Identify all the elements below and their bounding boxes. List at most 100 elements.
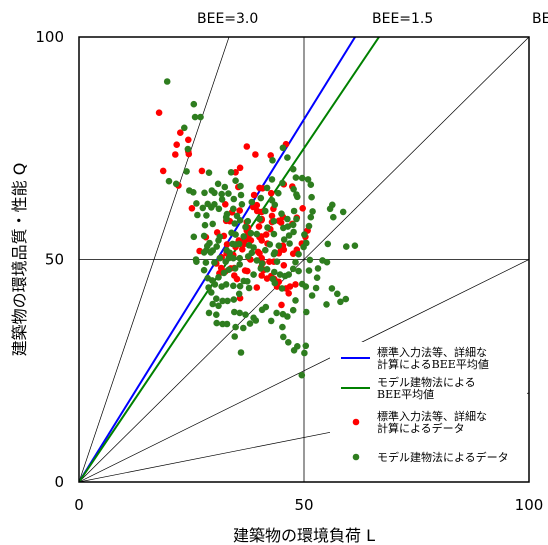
data-point xyxy=(285,339,292,346)
data-point xyxy=(240,233,247,240)
data-point xyxy=(230,205,237,213)
data-point xyxy=(177,129,184,136)
data-point xyxy=(267,189,275,197)
data-point xyxy=(236,282,244,290)
data-point xyxy=(205,309,213,317)
data-point xyxy=(209,220,216,228)
data-point xyxy=(292,281,299,288)
data-point xyxy=(216,233,224,241)
data-point xyxy=(186,187,193,194)
data-point xyxy=(268,197,276,204)
data-point xyxy=(239,246,246,253)
data-point xyxy=(273,258,281,266)
data-point xyxy=(253,284,261,291)
data-point xyxy=(190,100,198,108)
data-point xyxy=(233,212,241,220)
data-point xyxy=(271,279,279,287)
data-point xyxy=(250,191,258,199)
data-point xyxy=(237,182,244,190)
data-point xyxy=(188,205,196,212)
data-point xyxy=(285,271,293,278)
data-point xyxy=(244,217,252,225)
data-point xyxy=(215,274,222,281)
data-point xyxy=(290,185,297,193)
x-tick-label: 0 xyxy=(74,496,84,514)
data-point xyxy=(242,311,249,319)
data-point xyxy=(200,266,208,274)
data-point xyxy=(304,176,312,183)
data-point xyxy=(172,151,179,158)
data-point xyxy=(213,295,220,303)
data-point xyxy=(258,260,266,267)
data-point xyxy=(286,283,294,290)
data-point xyxy=(289,306,297,314)
bee-labels: BEE=3.0 BEE=1.5 BE xyxy=(197,11,548,27)
data-point xyxy=(198,167,206,175)
data-point xyxy=(319,257,326,264)
data-point xyxy=(270,250,278,258)
data-point xyxy=(295,267,302,275)
data-point xyxy=(213,311,220,319)
data-point xyxy=(216,254,224,262)
legend-dot-swatch xyxy=(352,418,360,426)
legend-label: モデル建物法による xyxy=(377,375,476,389)
data-point xyxy=(204,242,211,250)
data-point xyxy=(303,239,310,247)
data-point xyxy=(258,272,266,279)
data-point xyxy=(250,244,257,251)
data-point xyxy=(243,143,251,150)
data-point xyxy=(207,249,215,256)
legend: 標準入力法等、詳細な計算によるBEE平均値モデル建物法によるBEE平均値標準入力… xyxy=(330,342,527,478)
data-point xyxy=(330,213,337,221)
legend-dot-swatch xyxy=(352,453,360,461)
data-point xyxy=(278,210,285,217)
data-point xyxy=(236,207,243,214)
data-point xyxy=(185,136,192,144)
legend-label: 計算によるBEE平均値 xyxy=(377,357,489,371)
data-point xyxy=(244,278,251,285)
data-point xyxy=(211,281,219,288)
data-point xyxy=(286,240,293,247)
data-point xyxy=(268,212,276,220)
data-point xyxy=(292,297,299,304)
bee-annotation: BEE=1.5 xyxy=(372,11,433,27)
legend-label: BEE平均値 xyxy=(377,388,434,401)
legend-label: 標準入力法等、詳細な xyxy=(377,345,487,359)
data-point xyxy=(241,267,249,274)
data-point xyxy=(278,285,286,292)
data-point xyxy=(275,189,282,197)
data-point xyxy=(252,317,260,324)
data-point xyxy=(334,290,341,298)
data-point xyxy=(183,168,190,175)
bee-annotation: BEE=3.0 xyxy=(197,11,258,27)
data-point xyxy=(263,266,271,273)
legend-item: モデル建物法によるデータ xyxy=(352,450,509,464)
data-point xyxy=(279,310,287,318)
data-point xyxy=(343,243,350,250)
data-point xyxy=(314,265,322,272)
data-point xyxy=(221,183,229,191)
data-point xyxy=(256,215,263,223)
data-point xyxy=(203,212,210,219)
x-tick-label: 50 xyxy=(294,496,313,514)
data-point xyxy=(299,205,307,212)
data-point xyxy=(223,241,231,248)
data-point xyxy=(200,249,208,256)
data-point xyxy=(237,349,245,356)
axis-ticks: 0 50 100 0 50 100 xyxy=(35,28,543,514)
data-point xyxy=(262,303,270,311)
y-tick-label: 100 xyxy=(35,28,64,46)
data-point xyxy=(254,248,262,256)
data-point xyxy=(307,181,315,188)
data-point xyxy=(213,319,220,327)
data-point xyxy=(231,265,239,272)
data-point xyxy=(293,191,300,198)
data-point xyxy=(309,208,316,215)
data-point xyxy=(305,222,313,230)
data-point xyxy=(211,259,218,266)
data-point xyxy=(223,320,231,328)
